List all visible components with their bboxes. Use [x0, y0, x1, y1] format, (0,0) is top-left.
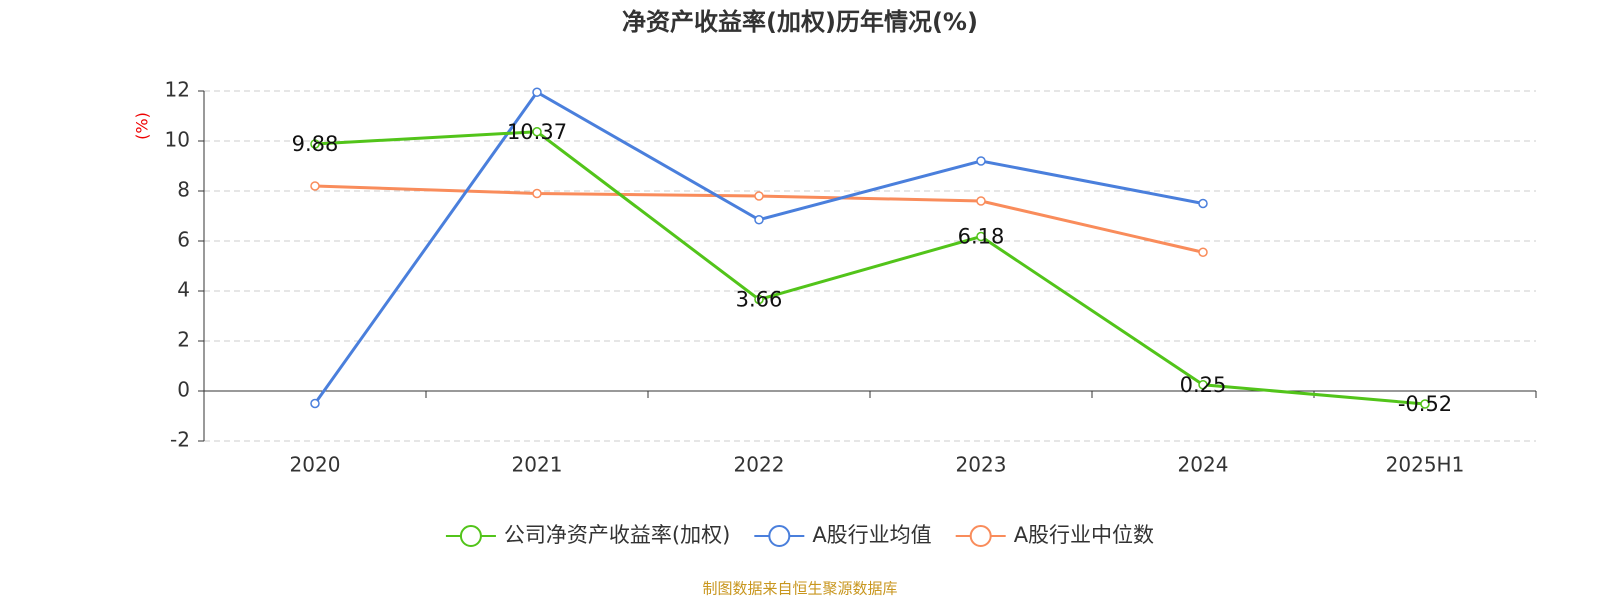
- data-label: 9.88: [292, 132, 339, 156]
- x-tick-label: 2023: [956, 453, 1007, 477]
- data-label: 0.25: [1180, 373, 1227, 397]
- source-note: 制图数据来自恒生聚源数据库: [702, 580, 897, 598]
- y-tick-label: 0: [177, 378, 190, 402]
- chart-title: 净资产收益率(加权)历年情况(%): [622, 8, 978, 36]
- y-tick-label: 8: [177, 178, 190, 202]
- y-tick-label: 4: [177, 278, 190, 302]
- data-point: [976, 156, 986, 166]
- y-tick-label: 6: [177, 228, 190, 252]
- x-tick-label: 2024: [1178, 453, 1229, 477]
- legend-marker: [459, 525, 482, 547]
- y-axis-label: (%): [133, 112, 152, 140]
- legend-label: A股行业中位数: [1014, 523, 1154, 547]
- x-tick-label: 2021: [512, 453, 563, 477]
- data-label: 3.66: [736, 288, 783, 312]
- data-point: [1198, 198, 1208, 209]
- legend-label: 公司净资产收益率(加权): [504, 523, 730, 547]
- data-point: [532, 127, 542, 137]
- data-point: [310, 398, 320, 409]
- x-tick-label: 2022: [734, 453, 785, 477]
- y-tick-label: 10: [165, 128, 190, 152]
- data-point: [754, 215, 764, 225]
- data-point: [1198, 247, 1208, 257]
- legend-label: A股行业均值: [812, 523, 931, 547]
- x-tick-label: 2020: [290, 453, 341, 477]
- data-point: [532, 188, 542, 199]
- y-tick-label: 12: [165, 78, 190, 102]
- data-point: [754, 191, 764, 201]
- legend: 公司净资产收益率(加权) A股行业均值 A股行业中位数: [445, 523, 1154, 547]
- legend-marker: [969, 525, 992, 547]
- x-tick-label: 2025H1: [1386, 453, 1465, 477]
- data-point: [532, 87, 542, 97]
- data-label: 6.18: [958, 225, 1005, 249]
- data-point: [310, 181, 320, 191]
- data-point: [1420, 399, 1430, 409]
- data-label: 10.37: [507, 120, 567, 144]
- legend-marker: [768, 525, 791, 547]
- y-tick-label: 2: [177, 328, 190, 352]
- series-line: [314, 130, 1426, 406]
- y-tick-label: -2: [170, 428, 190, 452]
- data-label: -0.52: [1398, 392, 1452, 416]
- data-point: [754, 294, 764, 305]
- data-point: [976, 196, 986, 206]
- data-point: [1198, 380, 1208, 390]
- data-point: [976, 231, 986, 242]
- data-point: [310, 139, 320, 149]
- series-line: [313, 90, 1204, 405]
